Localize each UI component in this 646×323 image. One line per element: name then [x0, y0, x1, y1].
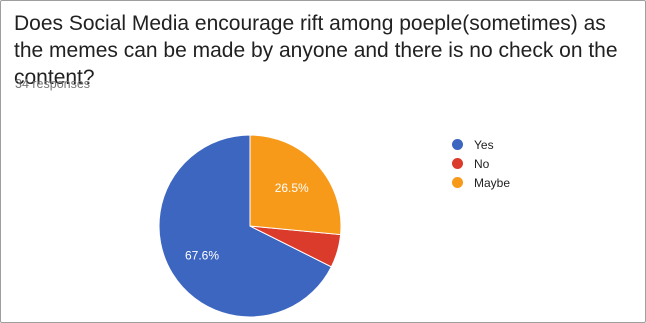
legend-item-maybe: Maybe — [452, 173, 510, 192]
legend-swatch-maybe — [452, 177, 463, 188]
chart-legend: Yes No Maybe — [452, 135, 510, 192]
responses-count: 34 responses — [15, 77, 91, 91]
legend-label-yes: Yes — [474, 137, 494, 152]
legend-item-no: No — [452, 154, 510, 173]
data-label-yes: 67.6% — [185, 249, 219, 263]
pie-slice-maybe — [249, 134, 342, 236]
pie-slice-yes — [158, 134, 333, 318]
legend-label-maybe: Maybe — [474, 175, 511, 190]
legend-item-yes: Yes — [452, 135, 510, 154]
legend-swatch-yes — [452, 139, 463, 150]
legend-swatch-no — [452, 158, 463, 169]
question-title: Does Social Media encourage rift among p… — [14, 12, 618, 89]
legend-label-no: No — [474, 156, 490, 171]
data-label-maybe: 26.5% — [275, 181, 309, 195]
